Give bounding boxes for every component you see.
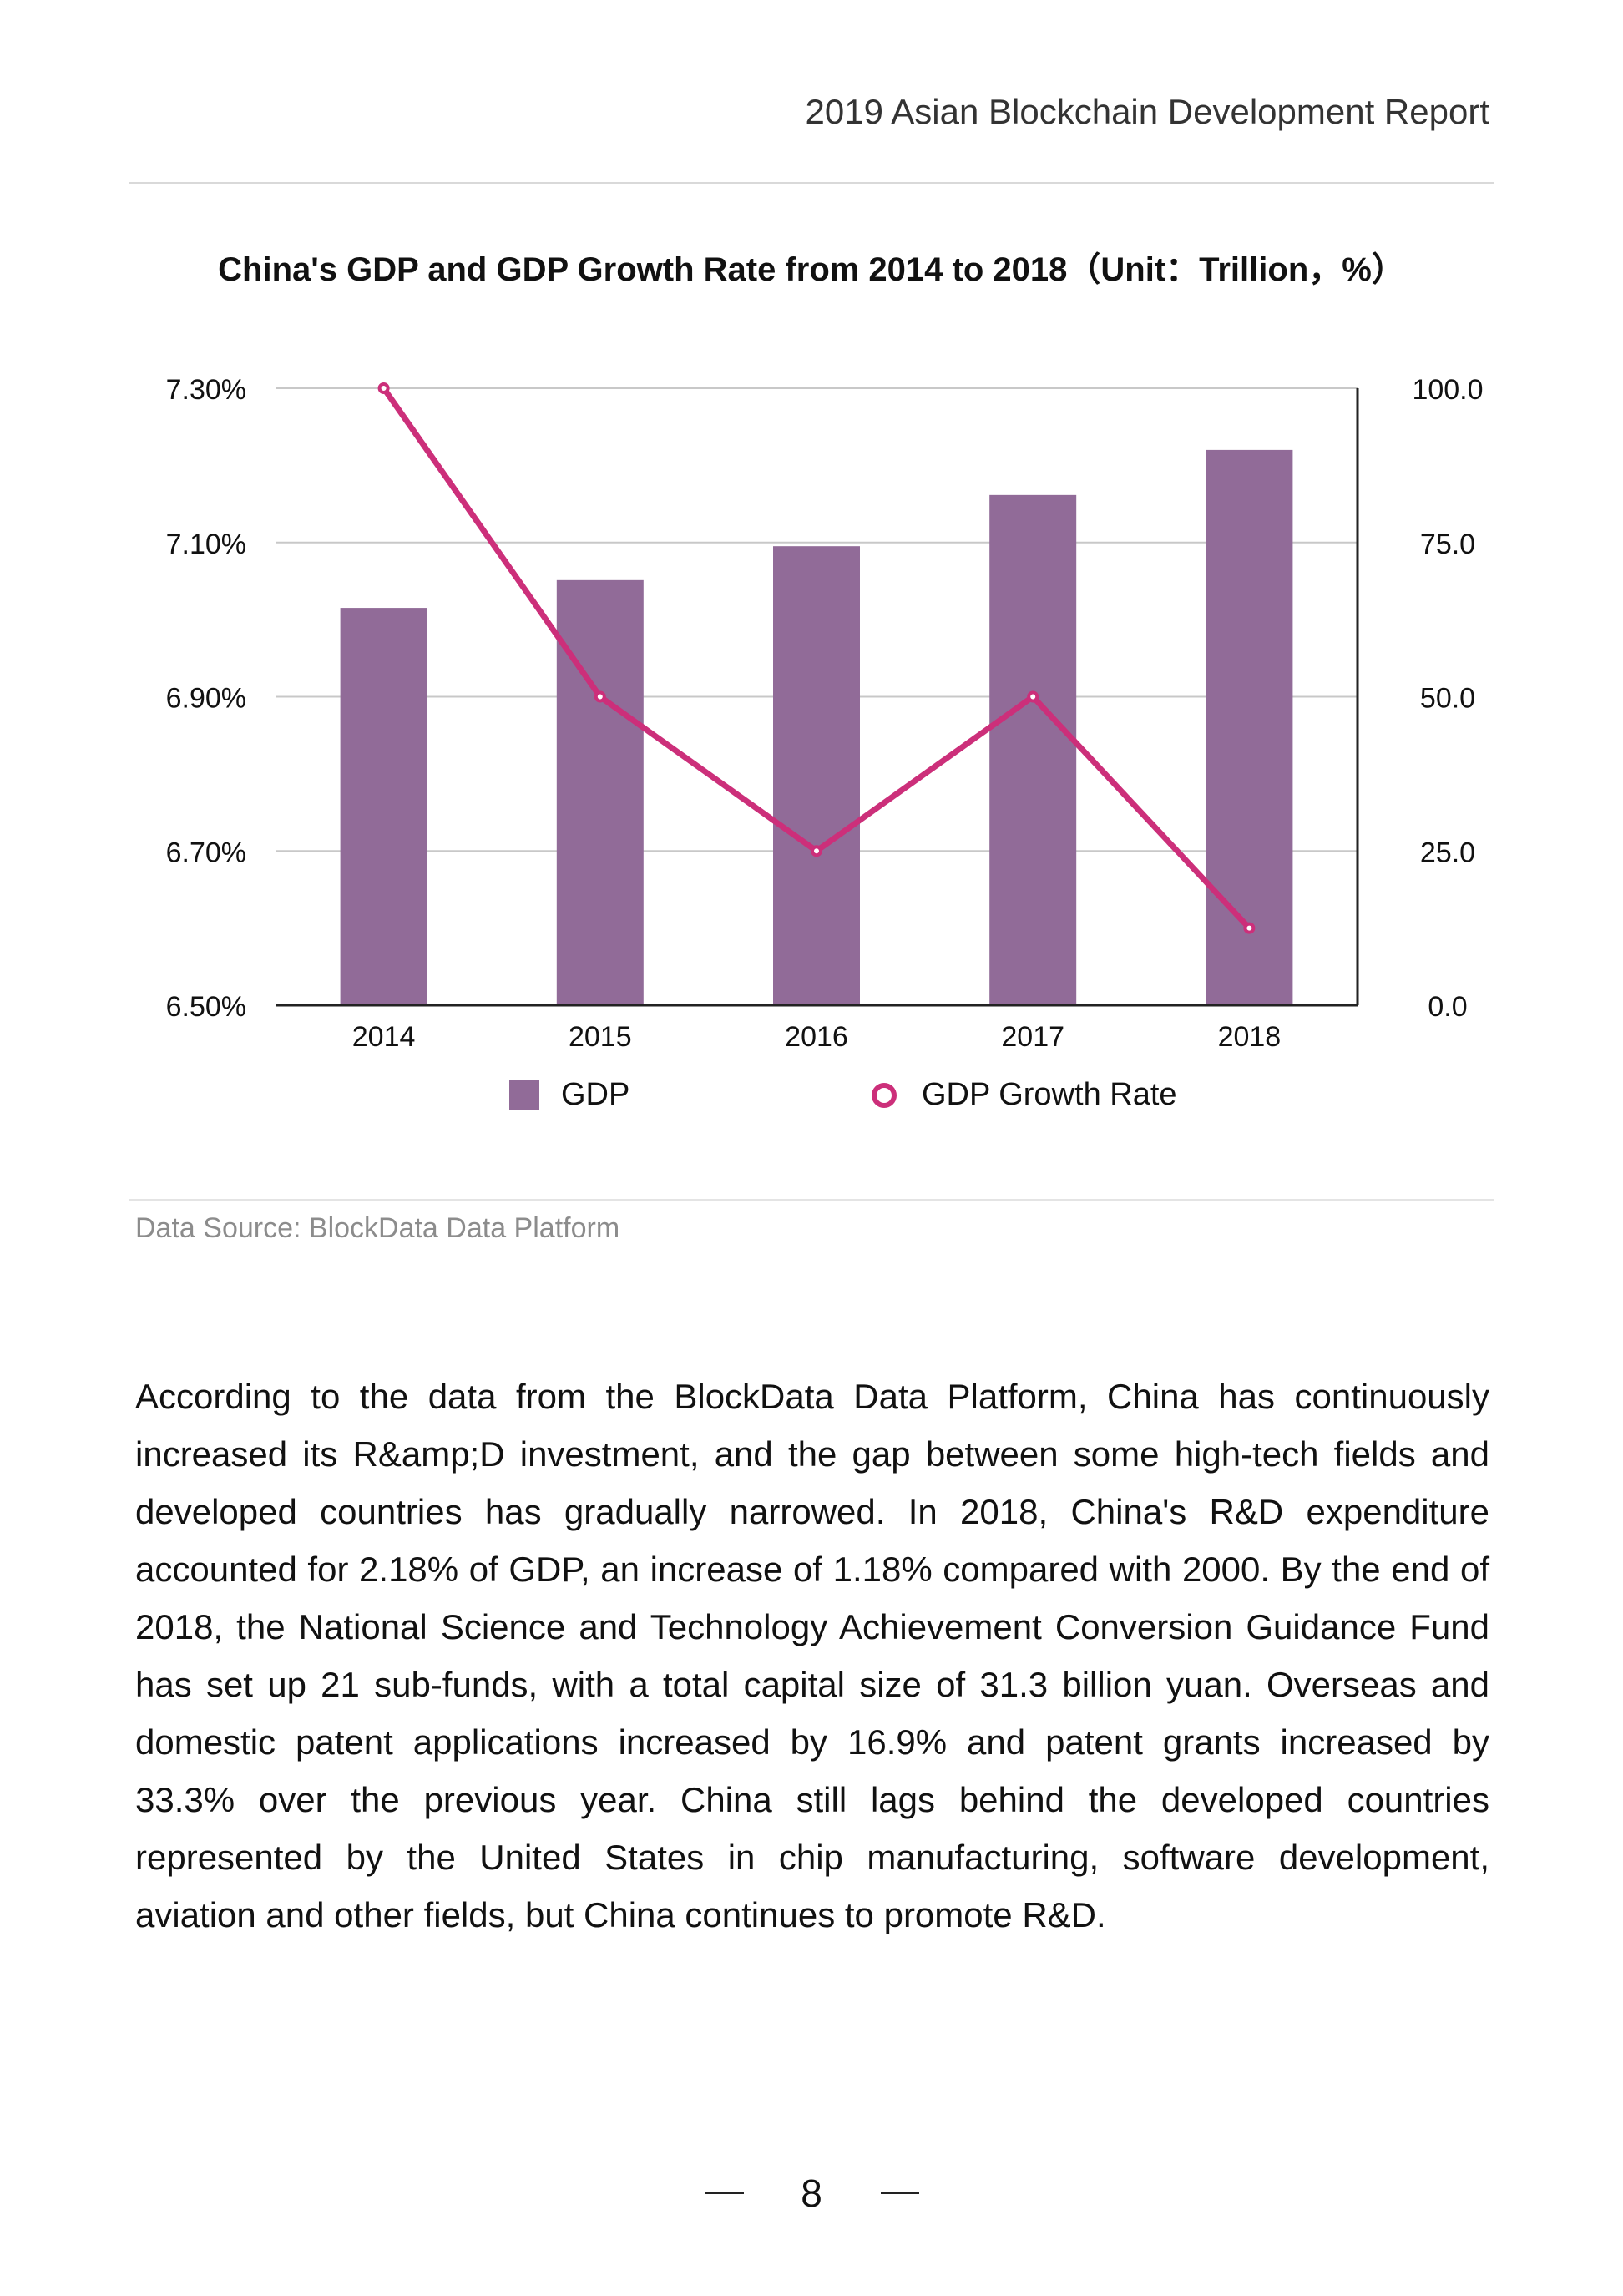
legend-line-swatch [872,1082,897,1108]
data-source: Data Source: BlockData Data Platform [135,1212,620,1244]
chart-legend: GDP GDP Growth Rate [0,1077,1623,1119]
left-axis-tick-label: 7.30% [166,374,246,406]
right-axis-tick-label: 0.0 [1428,991,1467,1023]
gdp-bar-2014 [340,608,427,1005]
left-axis-tick-label: 6.70% [166,837,246,868]
footer-dash-right [881,2192,919,2194]
header-divider [129,182,1494,184]
legend-item-growth-rate: GDP Growth Rate [868,1077,1177,1113]
gdp-bar-2015 [556,579,644,1005]
growth-rate-point-2014 [377,382,390,394]
legend-bar-swatch [509,1080,539,1110]
chart-title: China's GDP and GDP Growth Rate from 201… [218,251,1405,288]
footer-dash-left [705,2192,744,2194]
chart-axes [276,388,1359,1007]
left-axis-tick-label: 6.50% [166,991,246,1023]
left-axis-tick-label: 7.10% [166,528,246,560]
x-axis-tick-label: 2016 [785,1021,848,1053]
legend-item-gdp: GDP [509,1077,629,1113]
x-axis-tick-label: 2018 [1218,1021,1282,1053]
gdp-bar-2017 [989,494,1077,1005]
body-paragraph: According to the data from the BlockData… [135,1377,1489,1934]
x-axis-tick-label: 2014 [352,1021,416,1053]
gdp-bar-2018 [1206,449,1293,1005]
right-axis-tick-label: 100.0 [1412,374,1483,406]
page-footer: 8 [0,2171,1623,2221]
right-axis-tick-label: 75.0 [1420,528,1475,560]
left-axis-tick-label: 6.90% [166,683,246,715]
source-divider [129,1199,1494,1201]
legend-label-gdp: GDP [561,1077,630,1112]
gdp-bar-2016 [773,546,860,1005]
x-axis-tick-label: 2017 [1001,1021,1064,1053]
growth-rate-point-2017 [1027,690,1039,703]
right-axis-tick-label: 50.0 [1420,683,1475,715]
page-number: 8 [801,2172,822,2215]
report-header-title: 2019 Asian Blockchain Development Report [805,92,1490,131]
chart-bars [340,449,1293,1005]
growth-rate-point-2016 [811,845,822,857]
gdp-chart: 7.30% 100.0 7.10% 75.0 6.90% 50.0 6.70% 25.0 6.5… [166,374,1484,1053]
growth-rate-point-2015 [594,690,606,703]
x-axis-tick-label: 2015 [569,1021,632,1053]
chart-tick-labels: 7.30% 100.0 7.10% 75.0 6.90% 50.0 6.70% 25.0 6.5… [166,374,1484,1053]
chart-growth-line [377,382,1256,934]
growth-rate-point-2018 [1243,922,1256,934]
legend-label-growth-rate: GDP Growth Rate [922,1077,1177,1112]
right-axis-tick-label: 25.0 [1420,837,1475,868]
